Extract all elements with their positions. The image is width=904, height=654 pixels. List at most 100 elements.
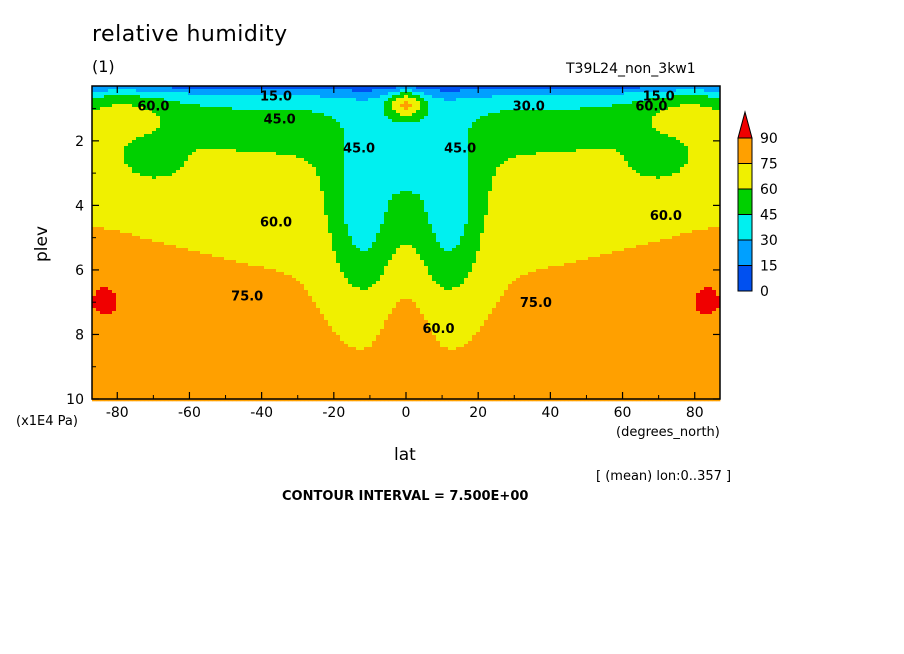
field-cell [308,119,313,123]
field-cell [244,119,249,123]
field-cell [148,98,153,102]
field-cell [544,116,549,120]
field-cell [192,89,197,93]
field-cell [196,179,201,183]
field-cell [648,92,653,96]
field-cell [100,137,105,141]
field-cell [296,98,301,102]
field-cell [128,110,133,114]
field-cell [680,125,685,129]
field-cell [196,143,201,147]
field-cell [668,137,673,141]
field-cell [572,173,577,177]
field-cell [272,161,277,165]
field-cell [508,179,513,183]
field-cell [384,89,389,93]
field-cell [196,110,201,114]
field-cell [184,125,189,129]
field-cell [680,140,685,144]
field-cell [200,116,205,120]
field-cell [248,158,253,162]
field-cell [700,167,705,171]
field-cell [184,116,189,120]
field-cell [664,122,669,126]
field-cell [628,89,633,93]
field-cell [368,110,373,114]
field-cell [220,128,225,132]
field-cell [332,95,337,99]
field-cell [664,89,669,93]
field-cell [388,119,393,123]
field-cell [600,98,605,102]
field-cell [500,89,505,93]
field-cell [688,155,693,159]
field-cell [428,158,433,162]
field-cell [232,173,237,177]
field-cell [376,173,381,177]
field-cell [280,101,285,105]
field-cell [280,131,285,135]
field-cell [404,98,409,102]
field-cell [252,173,257,177]
field-cell [660,161,665,165]
field-cell [140,89,145,93]
field-cell [588,95,593,99]
field-cell [428,179,433,183]
field-cell [200,128,205,132]
field-cell [376,98,381,102]
field-cell [228,128,233,132]
field-cell [216,167,221,171]
field-cell [580,113,585,117]
field-cell [440,164,445,168]
field-cell [512,98,517,102]
field-cell [208,179,213,183]
field-cell [516,134,521,138]
field-cell [472,86,477,90]
field-cell [556,122,561,126]
field-cell [460,122,465,126]
field-cell [380,98,385,102]
field-cell [460,92,465,96]
field-cell [680,143,685,147]
field-cell [604,158,609,162]
field-cell [160,158,165,162]
field-cell [520,125,525,129]
field-cell [96,164,101,168]
field-cell [108,119,113,123]
field-cell [180,119,185,123]
field-cell [532,131,537,135]
field-cell [360,101,365,105]
field-cell [420,140,425,144]
field-cell [216,122,221,126]
field-cell [228,176,233,180]
field-cell [616,125,621,129]
field-cell [380,170,385,174]
field-cell [416,89,421,93]
field-cell [204,110,209,114]
field-cell [216,176,221,180]
field-cell [260,119,265,123]
field-cell [308,95,313,99]
field-cell [556,131,561,135]
field-cell [284,101,289,105]
field-cell [136,107,141,111]
field-cell [420,113,425,117]
field-cell [708,164,713,168]
field-cell [200,101,205,105]
field-cell [368,140,373,144]
field-cell [348,167,353,171]
field-cell [704,140,709,144]
field-cell [576,86,581,90]
field-cell [524,167,529,171]
field-cell [120,134,125,138]
field-cell [304,170,309,174]
field-cell [292,134,297,138]
field-cell [108,152,113,156]
field-cell [144,155,149,159]
field-cell [236,149,241,153]
field-cell [352,155,357,159]
field-cell [652,149,657,153]
field-cell [324,167,329,171]
field-cell [520,152,525,156]
field-cell [388,128,393,132]
